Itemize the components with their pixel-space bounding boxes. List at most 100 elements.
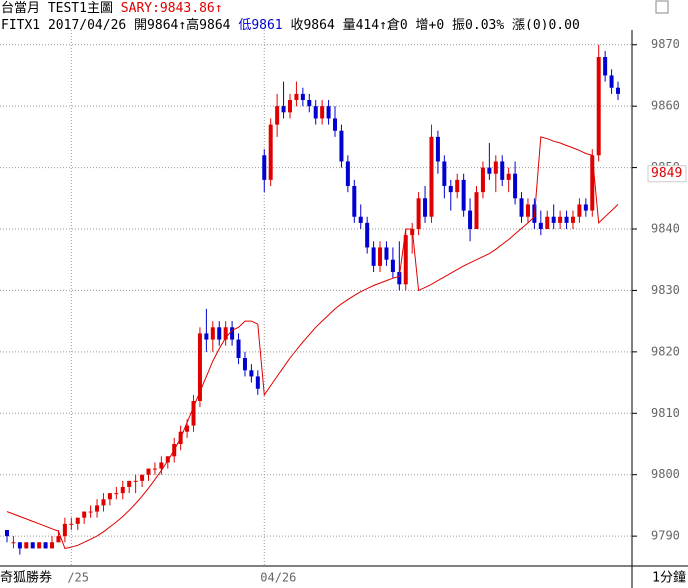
quote: FITX1 2017/04/26 開9864↑高9864 (1, 17, 231, 33)
candle-body (519, 198, 524, 217)
candle-body (390, 259, 395, 273)
candle-body (558, 216, 563, 223)
candle-body (378, 247, 383, 266)
candle-body (242, 358, 247, 371)
candle-body (616, 87, 620, 94)
last-price-box (647, 165, 687, 183)
y-tick-label: 9820 (651, 344, 680, 358)
candle-body (487, 167, 492, 174)
candle-body (159, 462, 164, 469)
candle-body (24, 542, 29, 549)
window-button[interactable] (655, 0, 669, 14)
candle-body (43, 542, 48, 549)
candle-body (525, 204, 530, 217)
candle-body (448, 186, 453, 193)
candle-body (371, 247, 376, 266)
title: 台當月 TEST1主圖 (1, 1, 113, 16)
y-tick-label: 9790 (651, 529, 680, 543)
candle-body (461, 179, 466, 211)
candle-body (583, 204, 588, 211)
candle-body (480, 167, 485, 193)
candle-body (236, 339, 241, 359)
candle-body (442, 161, 447, 187)
candle-body (146, 468, 151, 475)
candle-body (545, 216, 550, 230)
candle-body (50, 542, 55, 549)
candle-body (455, 179, 460, 193)
candle-body (140, 474, 145, 481)
candle-body (107, 493, 112, 500)
brand: 奇狐勝券 (0, 570, 52, 586)
candle-body (262, 155, 267, 180)
y-tick-label: 9870 (651, 37, 680, 51)
header-line: 台當月 TEST1主圖 SARY:9843.86↑ (1, 1, 223, 16)
candle-body (88, 511, 93, 513)
quote-line: FITX1 2017/04/26 開9864↑高9864 低9861 收9864… (1, 17, 580, 33)
candle-body (423, 198, 428, 217)
candle-body (165, 456, 170, 463)
candle-body (281, 106, 286, 113)
candle-body (429, 136, 434, 217)
candle-body (397, 272, 402, 285)
candle-body (185, 425, 190, 432)
candle-body (416, 198, 421, 230)
candle-body (37, 542, 42, 549)
candle-body (320, 106, 325, 119)
candle-body (255, 376, 260, 389)
candle-body (127, 480, 132, 487)
y-tick-label: 9840 (651, 222, 680, 236)
candle-body (62, 523, 67, 537)
candle-body (152, 468, 157, 470)
candle-body (5, 529, 9, 537)
candle-body (268, 124, 273, 180)
candle-body (223, 327, 228, 340)
candle-body (365, 222, 370, 248)
interval: 1分鐘 (652, 570, 686, 586)
candle-body (333, 118, 338, 131)
candle-body (197, 333, 202, 401)
x-tick-label: /25 (67, 571, 89, 585)
candle-body (210, 327, 215, 340)
candle-body (120, 486, 125, 494)
candle-body (384, 247, 389, 260)
candle-body (513, 173, 518, 199)
candle-body (287, 100, 292, 113)
candle-body (217, 327, 222, 340)
candle-body (275, 106, 280, 125)
candle-body (474, 192, 479, 230)
candle-body (204, 333, 209, 340)
candle-body (326, 106, 331, 119)
y-tick-label: 9800 (651, 467, 680, 481)
candle-body (17, 542, 22, 549)
candle-body (294, 93, 299, 101)
candle-body (11, 542, 16, 544)
candle-body (230, 327, 235, 340)
candle-body (249, 370, 254, 377)
candle-body (596, 57, 601, 156)
candle-body (468, 210, 473, 230)
candle-body (577, 204, 582, 217)
candle-body (133, 480, 138, 482)
indicator: SARY:9843.86↑ (121, 1, 223, 16)
last-price-label: 9849 (651, 166, 682, 181)
candle-body (191, 400, 196, 426)
candle-body (75, 517, 80, 524)
candle-body (403, 235, 408, 285)
candle-body (603, 57, 608, 76)
candle-body (570, 216, 575, 223)
candle-body (493, 161, 498, 174)
candle-body (30, 542, 35, 549)
header: 台當月 TEST1主圖 SARY:9843.86↑ FITX1 2017/04/… (1, 1, 580, 33)
candle-body (564, 216, 569, 223)
candle-body (358, 216, 363, 223)
candle-body (101, 499, 106, 506)
candle-body (345, 161, 350, 187)
candle-body (506, 173, 511, 180)
candle-body (95, 505, 100, 512)
candle-body (538, 222, 543, 230)
candle-body (435, 136, 440, 162)
candle-body (500, 161, 505, 180)
candle-body (56, 536, 61, 543)
